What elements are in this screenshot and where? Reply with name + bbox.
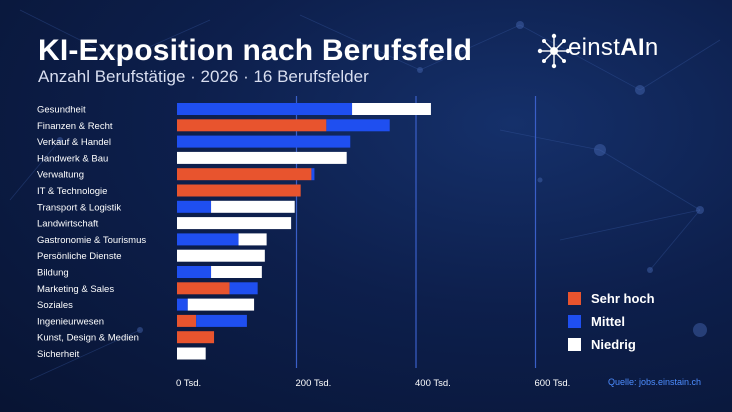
- brand-logo: einstAIn: [568, 34, 658, 62]
- bar-niedrig: [177, 249, 265, 262]
- bar-mittel: [229, 282, 258, 295]
- chart-legend: Sehr hoch Mittel Niedrig: [568, 287, 655, 356]
- bar-sehr-hoch: [177, 314, 197, 327]
- bar-mittel: [177, 298, 188, 311]
- chart-subtitle: Anzahl Berufstätige · 2026 · 16 Berufsfe…: [38, 67, 369, 86]
- category-label: Persönliche Dienste: [37, 251, 122, 262]
- bar-mittel: [177, 200, 212, 213]
- legend-item-niedrig: Niedrig: [568, 333, 655, 356]
- brand-name-part2: n: [644, 34, 659, 61]
- bar-niedrig: [187, 298, 255, 311]
- chart-title: KI-Exposition nach Berufsfeld: [38, 34, 473, 67]
- legend-label-mittel: Mittel: [591, 314, 625, 329]
- x-tick-label-600: 600 Tsd.: [535, 378, 571, 389]
- bar-sehr-hoch: [177, 168, 312, 181]
- bar-mittel: [177, 266, 212, 278]
- x-tick-label-0: 0 Tsd.: [176, 378, 201, 389]
- bar-sehr-hoch: [177, 282, 230, 295]
- category-label: Marketing & Sales: [37, 284, 114, 295]
- bar-mittel: [177, 233, 239, 246]
- bar-niedrig: [352, 103, 431, 115]
- bar-niedrig: [177, 151, 347, 164]
- category-label: Soziales: [37, 300, 73, 311]
- bar-niedrig: [211, 200, 295, 213]
- category-label: Gesundheit: [37, 105, 86, 116]
- category-label: Verkauf & Handel: [37, 137, 111, 148]
- bar-niedrig: [177, 217, 292, 230]
- x-tick-label-200: 200 Tsd.: [296, 378, 332, 389]
- legend-swatch-mittel: [568, 315, 581, 328]
- legend-swatch-sehr-hoch: [568, 292, 581, 305]
- bar-niedrig: [177, 347, 206, 360]
- bar-niedrig: [211, 266, 262, 278]
- brand-name-part1: einst: [568, 34, 621, 61]
- bar-mittel: [326, 119, 390, 132]
- legend-label-niedrig: Niedrig: [591, 337, 636, 352]
- x-tick-label-400: 400 Tsd.: [415, 378, 451, 389]
- bar-mittel: [177, 135, 351, 148]
- category-label: IT & Technologie: [37, 186, 107, 197]
- category-label: Sicherheit: [37, 349, 80, 360]
- brand-name-highlight: AI: [620, 34, 645, 61]
- source-note: Quelle: jobs.einstain.ch: [608, 377, 702, 387]
- legend-item-mittel: Mittel: [568, 310, 655, 333]
- category-label: Handwerk & Bau: [37, 153, 108, 164]
- category-label: Kunst, Design & Medien: [37, 333, 139, 344]
- bar-sehr-hoch: [177, 331, 215, 344]
- legend-label-sehr-hoch: Sehr hoch: [591, 291, 655, 306]
- bar-mittel: [196, 314, 247, 327]
- category-label: Gastronomie & Tourismus: [37, 235, 146, 246]
- category-label: Finanzen & Recht: [37, 121, 113, 132]
- bar-sehr-hoch: [177, 119, 327, 132]
- category-label: Ingenieurwesen: [37, 316, 104, 327]
- bar-sehr-hoch: [177, 184, 301, 197]
- legend-swatch-niedrig: [568, 338, 581, 351]
- bar-mittel: [311, 168, 315, 181]
- category-label: Bildung: [37, 268, 69, 279]
- legend-item-sehr-hoch: Sehr hoch: [568, 287, 655, 310]
- category-label: Verwaltung: [37, 170, 84, 181]
- bar-mittel: [177, 103, 353, 115]
- bar-niedrig: [238, 233, 267, 246]
- network-node-icon: [537, 33, 571, 69]
- category-label: Transport & Logistik: [37, 202, 121, 213]
- category-label: Landwirtschaft: [37, 219, 99, 230]
